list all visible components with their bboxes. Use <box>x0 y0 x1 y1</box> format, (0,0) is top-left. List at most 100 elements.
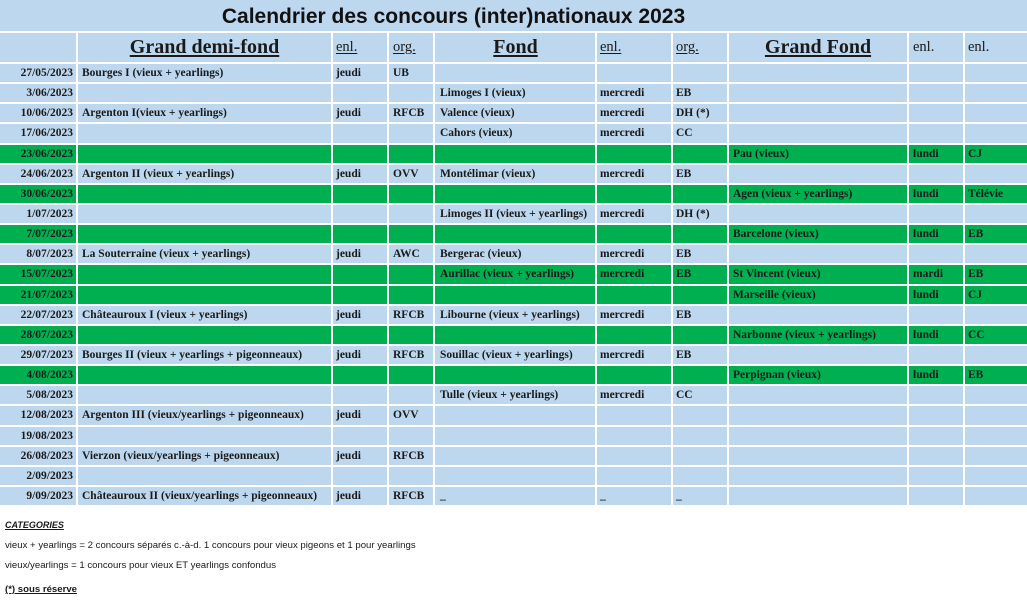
grand-demi-fond-race: Argenton I(vieux + yearlings) <box>78 104 331 123</box>
category-note-separate: vieux + yearlings = 2 concours séparés c… <box>5 540 416 551</box>
fond-enl: mercredi <box>597 245 671 264</box>
fond-race <box>435 184 595 203</box>
race-date: 12/08/2023 <box>0 406 76 425</box>
grand-demi-fond-org <box>389 265 433 284</box>
header-grand-fond-enl: enl. <box>909 33 963 62</box>
fond-org: EB <box>673 345 727 365</box>
race-date: 5/08/2023 <box>0 386 76 405</box>
grand-fond-race <box>729 466 907 485</box>
fond-enl <box>597 406 671 425</box>
grand-fond-col4 <box>965 64 1027 83</box>
calendar-rows: 27/05/2023 Bourges I (vieux + yearlings) j… <box>0 64 1027 506</box>
grand-fond-col4: EB <box>965 225 1027 244</box>
grand-fond-enl <box>909 426 963 445</box>
grand-fond-enl <box>909 386 963 405</box>
fond-race: Aurillac (vieux + yearlings) <box>435 265 595 284</box>
grand-demi-fond-org <box>389 184 433 203</box>
fond-enl <box>597 285 671 304</box>
race-date: 17/06/2023 <box>0 124 76 143</box>
grand-fond-enl: lundi <box>909 366 963 385</box>
grand-demi-fond-enl <box>333 265 387 284</box>
grand-demi-fond-enl: jeudi <box>333 305 387 324</box>
fond-enl <box>597 64 671 83</box>
grand-demi-fond-enl <box>333 325 387 344</box>
grand-demi-fond-enl: jeudi <box>333 406 387 425</box>
grand-fond-race <box>729 124 907 143</box>
grand-fond-enl <box>909 104 963 123</box>
calendar-row: 2/09/2023 <box>0 466 1027 485</box>
grand-demi-fond-race: Bourges I (vieux + yearlings) <box>78 64 331 83</box>
fond-org <box>673 285 727 304</box>
grand-demi-fond-enl <box>333 124 387 143</box>
fond-enl: mercredi <box>597 84 671 103</box>
grand-fond-enl: mardi <box>909 265 963 284</box>
grand-demi-fond-org <box>389 325 433 344</box>
race-date: 7/07/2023 <box>0 225 76 244</box>
header-fond-enl: enl. <box>597 33 671 62</box>
fond-org <box>673 184 727 203</box>
fond-race: Montélimar (vieux) <box>435 164 595 183</box>
fond-org: DH (*) <box>673 104 727 123</box>
grand-fond-col4 <box>965 466 1027 485</box>
fond-enl <box>597 225 671 244</box>
fond-race <box>435 325 595 344</box>
header-grand-demi-fond: Grand demi-fond <box>78 33 331 62</box>
race-date: 8/07/2023 <box>0 245 76 264</box>
calendar-row: 29/07/2023 Bourges II (vieux + yearlings … <box>0 345 1027 365</box>
fond-enl: mercredi <box>597 345 671 365</box>
grand-fond-col4 <box>965 84 1027 103</box>
grand-demi-fond-org <box>389 466 433 485</box>
fond-enl <box>597 325 671 344</box>
grand-fond-race <box>729 426 907 445</box>
race-date: 4/08/2023 <box>0 366 76 385</box>
calendar-row: 24/06/2023 Argenton II (vieux + yearlings… <box>0 164 1027 183</box>
grand-fond-enl: lundi <box>909 184 963 203</box>
grand-fond-race <box>729 204 907 224</box>
fond-org: EB <box>673 164 727 183</box>
header-grand-demi-fond-enl: enl. <box>333 33 387 62</box>
grand-demi-fond-race: Argenton III (vieux/yearlings + pigeonne… <box>78 406 331 425</box>
grand-demi-fond-enl: jeudi <box>333 164 387 183</box>
grand-fond-col4: CJ <box>965 144 1027 163</box>
fond-enl <box>597 184 671 203</box>
grand-fond-race <box>729 104 907 123</box>
fond-race <box>435 64 595 83</box>
grand-fond-enl: lundi <box>909 325 963 344</box>
grand-demi-fond-race <box>78 466 331 485</box>
grand-fond-enl: lundi <box>909 144 963 163</box>
grand-demi-fond-enl <box>333 84 387 103</box>
fond-race: Valence (vieux) <box>435 104 595 123</box>
race-date: 21/07/2023 <box>0 285 76 304</box>
grand-demi-fond-enl <box>333 184 387 203</box>
calendar-row: 21/07/2023 Marseille (vieux) lundi CJ <box>0 285 1027 304</box>
grand-fond-enl <box>909 305 963 324</box>
calendar-row: 15/07/2023 Aurillac (vieux + yearlings) me… <box>0 265 1027 284</box>
grand-fond-col4: Télévie <box>965 184 1027 203</box>
grand-fond-col4 <box>965 345 1027 365</box>
fond-org: CC <box>673 124 727 143</box>
grand-demi-fond-enl <box>333 426 387 445</box>
grand-demi-fond-org: UB <box>389 64 433 83</box>
grand-demi-fond-org: RFCB <box>389 104 433 123</box>
grand-fond-enl <box>909 446 963 465</box>
grand-demi-fond-race <box>78 225 331 244</box>
grand-demi-fond-enl <box>333 204 387 224</box>
grand-demi-fond-org: RFCB <box>389 446 433 465</box>
header-grand-fond: Grand Fond <box>729 33 907 62</box>
page-title: Calendrier des concours (inter)nationaux… <box>0 0 1027 31</box>
fond-org: CC <box>673 386 727 405</box>
grand-demi-fond-race <box>78 426 331 445</box>
grand-demi-fond-race: Châteauroux II (vieux/yearlings + pigeon… <box>78 486 331 506</box>
fond-enl <box>597 144 671 163</box>
grand-fond-col4: EB <box>965 265 1027 284</box>
grand-demi-fond-enl: jeudi <box>333 245 387 264</box>
header-date <box>0 33 76 62</box>
grand-fond-col4 <box>965 446 1027 465</box>
fond-enl: mercredi <box>597 164 671 183</box>
header-grand-fond-col4: enl. <box>965 33 1027 62</box>
fond-org: _ <box>673 486 727 506</box>
grand-fond-enl <box>909 245 963 264</box>
fond-org: EB <box>673 305 727 324</box>
grand-fond-enl <box>909 84 963 103</box>
fond-org <box>673 446 727 465</box>
